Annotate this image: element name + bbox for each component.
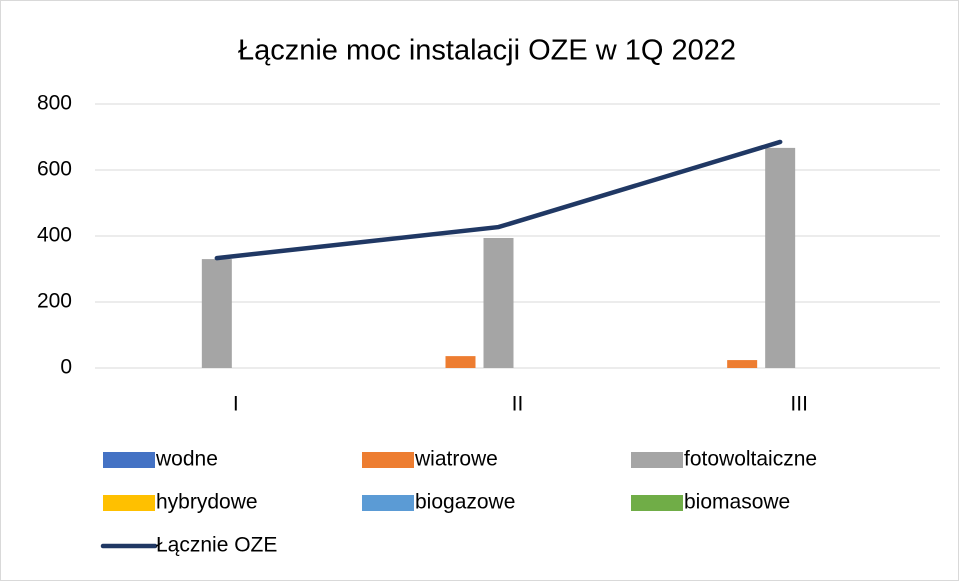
legend-label: wodne	[155, 448, 218, 471]
legend-label: biomasowe	[684, 491, 790, 514]
legend-label: wiatrowe	[414, 448, 498, 471]
legend-swatch	[103, 452, 155, 468]
legend-swatch	[103, 495, 155, 511]
chart-title: Łącznie moc instalacji OZE w 1Q 2022	[238, 35, 736, 67]
y-tick-label: 0	[60, 356, 72, 379]
y-tick-label: 200	[37, 290, 72, 313]
x-tick-label: III	[790, 393, 808, 416]
legend-swatch	[631, 495, 683, 511]
x-tick-label: I	[233, 393, 239, 416]
legend-label: hybrydowe	[156, 491, 258, 514]
legend-label: fotowoltaiczne	[684, 448, 817, 471]
y-tick-label: 600	[37, 158, 72, 181]
legend-swatch	[362, 452, 414, 468]
y-tick-label: 800	[37, 92, 72, 115]
line	[214, 139, 783, 261]
legend-label: biogazowe	[415, 491, 515, 514]
bar	[727, 360, 758, 368]
x-tick-label: II	[512, 393, 524, 416]
legend-swatch	[362, 495, 414, 511]
bar	[765, 147, 796, 368]
bar	[445, 356, 476, 368]
bar	[201, 259, 232, 368]
legend-swatch	[631, 452, 683, 468]
y-tick-label: 400	[37, 224, 72, 247]
bar	[483, 237, 514, 368]
legend-label: Łącznie OZE	[156, 534, 277, 557]
